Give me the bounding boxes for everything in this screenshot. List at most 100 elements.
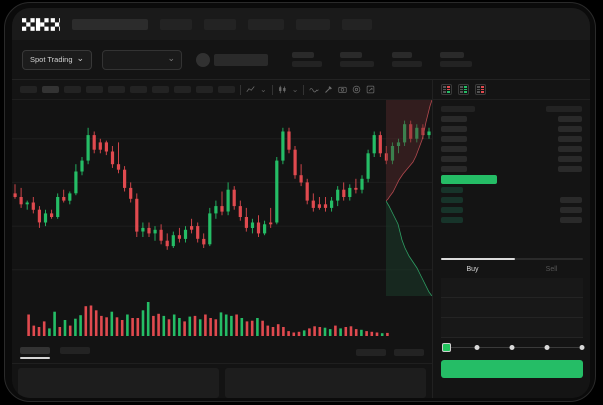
rows-glyph: [477, 86, 480, 93]
orders-pane-right[interactable]: [225, 368, 426, 398]
timeframe-4h[interactable]: [130, 86, 147, 93]
buy-submit-button[interactable]: [441, 360, 583, 378]
stat-last-price: [292, 52, 323, 67]
orders-tab-actions: [356, 349, 424, 356]
ask-price: [441, 166, 467, 172]
tab-buy[interactable]: Buy: [466, 265, 479, 273]
orderbook-col-price: [441, 106, 475, 112]
ask-size: [558, 116, 582, 122]
form-progress-fill: [441, 258, 515, 260]
orderbook-ask-row[interactable]: [441, 114, 582, 124]
stat-24h-high: [392, 52, 423, 67]
timeframe-1h[interactable]: [108, 86, 125, 93]
timeframe-5m[interactable]: [42, 86, 59, 93]
bottom-action-1[interactable]: [356, 349, 386, 356]
pair-coin-avatar: [196, 52, 211, 67]
magnet-icon[interactable]: [324, 85, 333, 94]
nav-item-markets[interactable]: [160, 18, 192, 30]
orderbook-ask-row[interactable]: [441, 134, 582, 144]
ask-size: [558, 166, 582, 172]
chevron-down-icon[interactable]: ⌄: [260, 84, 267, 94]
bars-glyph: [481, 86, 484, 93]
timeframe-30m[interactable]: [86, 86, 103, 93]
orderbook-rows[interactable]: [433, 100, 590, 225]
trade-form: Buy Sell: [433, 258, 590, 398]
candlestick-icon[interactable]: [278, 85, 287, 94]
camera-icon[interactable]: [338, 85, 348, 94]
bars-glyph: [447, 86, 450, 93]
pair-name-placeholder: [214, 53, 269, 66]
bottom-action-2[interactable]: [394, 349, 424, 356]
market-subheader: Spot Trading ⌄ ⌄: [12, 40, 590, 80]
ask-price: [441, 146, 467, 152]
orderbook-bid-row[interactable]: [441, 215, 582, 225]
nav-item-derivatives[interactable]: [248, 18, 284, 30]
bottom-tab-open-orders[interactable]: [20, 346, 50, 359]
timeframe-1mo[interactable]: [196, 86, 213, 93]
timeframe-15m[interactable]: [64, 86, 81, 93]
orderbook-bid-row[interactable]: [441, 195, 582, 205]
bid-price: [441, 217, 463, 223]
orderbook-spread-row: [441, 174, 582, 185]
price-input[interactable]: [441, 278, 583, 298]
amount-percent-slider[interactable]: [442, 338, 585, 356]
slider-tick-50[interactable]: [509, 344, 515, 350]
line-chart-icon[interactable]: [246, 85, 255, 94]
amount-input[interactable]: [441, 298, 583, 318]
nav-item-trade[interactable]: [204, 18, 236, 30]
tab-sell[interactable]: Sell: [545, 265, 558, 273]
ask-price: [441, 116, 467, 122]
spot-trading-dropdown[interactable]: Spot Trading ⌄: [22, 49, 93, 70]
chevron-down-icon[interactable]: ⌄: [291, 84, 299, 94]
orderbook-ask-row[interactable]: [441, 124, 582, 134]
bid-size: [560, 207, 582, 213]
settings-icon[interactable]: [352, 85, 361, 94]
ask-price: [441, 126, 467, 132]
orderbook-mode-bids[interactable]: [458, 84, 469, 95]
stat-value: [340, 61, 375, 67]
timeframe-1d[interactable]: [152, 86, 169, 93]
orderbook-mode-switcher: [433, 80, 590, 100]
bottom-tab-order-history[interactable]: [60, 346, 90, 359]
bid-price: [441, 187, 463, 193]
tab-label-placeholder: [20, 346, 50, 354]
orders-pane-left[interactable]: [18, 368, 219, 398]
orderbook-bid-row[interactable]: [441, 205, 582, 215]
nav-item-more[interactable]: [342, 18, 372, 30]
rows-glyph: [443, 86, 446, 93]
orderbook-mode-both[interactable]: [441, 84, 452, 95]
orderbook-bid-row[interactable]: [441, 185, 582, 195]
slider-tick-25[interactable]: [474, 344, 480, 350]
orderbook-header-row: [441, 104, 582, 114]
indicator-wave-icon[interactable]: [309, 85, 320, 94]
bid-price: [441, 207, 463, 213]
bid-size: [560, 217, 582, 223]
okx-logo[interactable]: [22, 17, 60, 31]
timeframe-1w[interactable]: [174, 86, 191, 93]
trading-pair-select[interactable]: ⌄: [102, 49, 183, 70]
spread-highlight: [441, 175, 497, 184]
timeframe-1m[interactable]: [20, 86, 37, 93]
orderbook-ask-row[interactable]: [441, 154, 582, 164]
slider-handle[interactable]: [442, 342, 451, 352]
timeframe-more[interactable]: [218, 86, 235, 93]
toolbar-divider: [240, 84, 241, 95]
top-navigation-bar: [12, 8, 590, 40]
fullscreen-icon[interactable]: [366, 85, 375, 94]
ask-price: [441, 156, 467, 162]
orders-tab-bar: [12, 342, 432, 364]
stat-value: [292, 61, 323, 67]
volume-chart[interactable]: [12, 296, 432, 342]
total-input[interactable]: [441, 318, 583, 338]
price-chart[interactable]: [12, 100, 432, 296]
toolbar-divider: [303, 84, 305, 95]
orderbook-mode-asks[interactable]: [475, 84, 486, 95]
nav-item-earn[interactable]: [296, 18, 330, 30]
slider-tick-75[interactable]: [544, 344, 550, 350]
chart-toolbar: ⌄ ⌄: [12, 80, 432, 100]
nav-search-placeholder[interactable]: [72, 18, 148, 30]
slider-tick-100[interactable]: [579, 344, 585, 350]
orderbook-ask-row[interactable]: [441, 144, 582, 154]
orderbook-ask-row[interactable]: [441, 164, 582, 174]
